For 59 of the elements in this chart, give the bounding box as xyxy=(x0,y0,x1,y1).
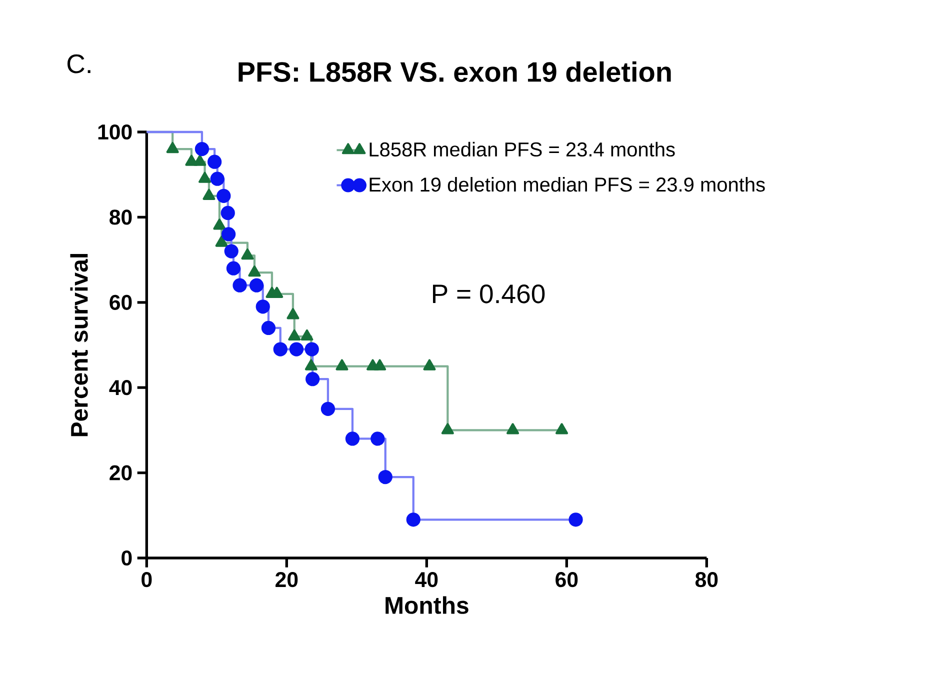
point xyxy=(202,188,216,200)
x-tick-label: 60 xyxy=(556,572,578,588)
point xyxy=(198,172,212,183)
y-tick-label: 100 xyxy=(98,124,132,140)
point xyxy=(506,423,520,434)
point xyxy=(208,154,222,169)
point xyxy=(374,359,386,370)
chart-title: PFS: L858R VS. exon 19 deletion xyxy=(238,61,671,82)
point xyxy=(194,154,206,166)
x-tick-label: 0 xyxy=(142,572,152,588)
point xyxy=(378,470,392,484)
point xyxy=(273,342,288,356)
point xyxy=(370,432,385,446)
point xyxy=(210,172,224,186)
point xyxy=(185,154,198,166)
text: C. xyxy=(68,54,90,74)
point xyxy=(304,342,319,356)
y-tick-label: 80 xyxy=(110,210,132,225)
point xyxy=(216,188,231,203)
legend-label: L858R median PFS = 23.4 months xyxy=(370,142,675,157)
annotation: P = 0.460 xyxy=(433,284,545,304)
y-tick-label: 0 xyxy=(122,550,132,566)
point xyxy=(406,512,420,527)
x-tick-label: 80 xyxy=(695,572,718,588)
point xyxy=(166,142,179,154)
x-axis-title: Months xyxy=(386,596,468,614)
point xyxy=(306,372,320,386)
point xyxy=(304,359,318,370)
point xyxy=(213,218,226,230)
point xyxy=(441,423,454,434)
point xyxy=(289,342,304,356)
y-tick-label: 20 xyxy=(110,465,132,480)
y-axis-title: Percent survival xyxy=(70,254,88,436)
point xyxy=(241,248,254,260)
y-tick-label: 60 xyxy=(110,294,132,310)
point xyxy=(226,261,241,276)
point xyxy=(224,244,238,258)
point xyxy=(320,402,336,416)
point xyxy=(256,300,270,314)
point xyxy=(345,432,360,446)
point xyxy=(288,329,301,341)
x-tick-label: 20 xyxy=(276,572,298,588)
point xyxy=(300,329,314,341)
y-tick-label: 40 xyxy=(109,380,132,396)
point xyxy=(220,206,235,220)
point xyxy=(336,359,348,370)
point xyxy=(261,320,276,336)
point xyxy=(194,142,210,156)
x-tick-label: 40 xyxy=(415,572,438,588)
point xyxy=(215,236,228,247)
point xyxy=(423,359,436,370)
point xyxy=(556,423,568,434)
point xyxy=(248,266,261,277)
point xyxy=(222,227,236,242)
point xyxy=(568,512,583,527)
point xyxy=(250,278,264,292)
point xyxy=(286,308,300,320)
legend-label: Exon 19 deletion median PFS = 23.9 months xyxy=(370,177,765,192)
point xyxy=(232,278,247,292)
